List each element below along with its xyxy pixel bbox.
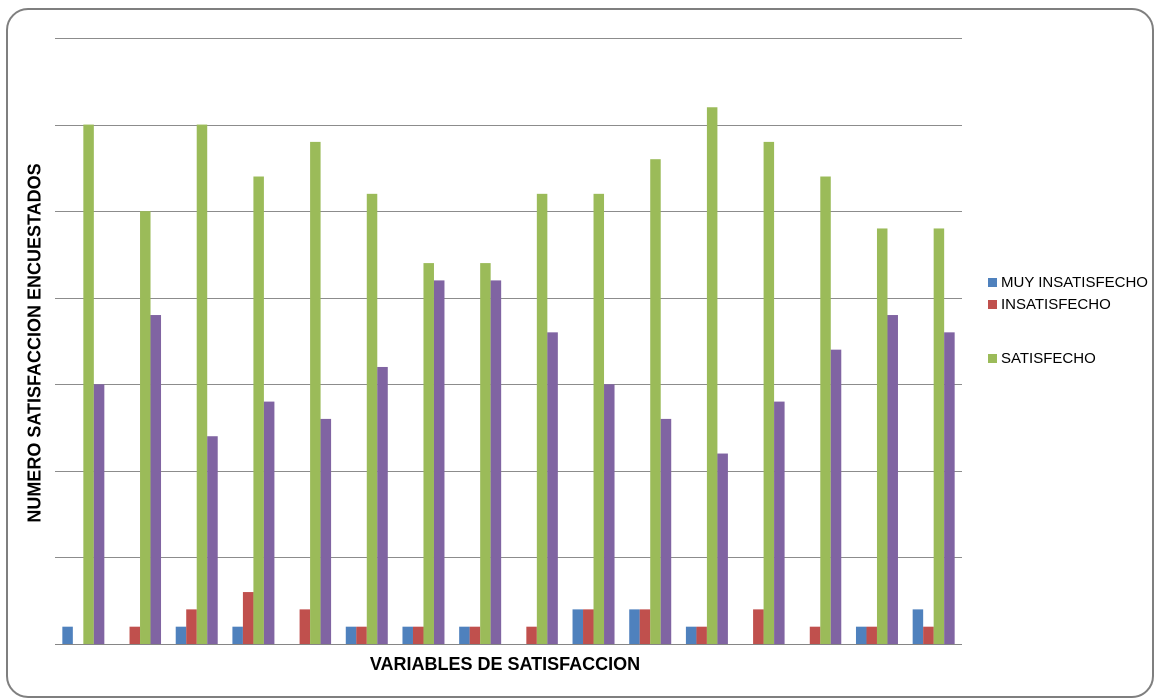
bar-series4-cat10: [604, 384, 615, 644]
chart-plot: [55, 38, 962, 645]
bar-series2-cat12: [696, 626, 707, 644]
bar-series1-cat7: [402, 626, 413, 644]
bar-series4-cat2: [150, 315, 162, 644]
bar-series1-cat3: [175, 626, 187, 644]
legend-swatch-insatisfecho: [988, 300, 997, 309]
bar-series1-cat11: [629, 609, 640, 644]
bar-series2-cat10: [583, 609, 594, 644]
bar-series2-cat6: [356, 626, 367, 644]
legend-swatch-satisfecho: [988, 354, 997, 363]
bar-series1-cat4: [232, 626, 243, 644]
bar-series3-cat2: [140, 211, 151, 644]
legend-label-muy-insatisfecho: MUY INSATISFECHO: [1001, 274, 1148, 291]
bar-series1-cat1: [62, 626, 73, 644]
bar-series4-cat14: [830, 349, 842, 644]
bar-series4-cat3: [207, 436, 218, 644]
bar-series3-cat11: [650, 159, 661, 644]
bar-series2-cat5: [299, 609, 311, 644]
bar-series1-cat16: [912, 609, 924, 644]
bar-series3-cat6: [366, 193, 378, 644]
bar-series4-cat1: [93, 384, 105, 644]
bar-series2-cat13: [753, 609, 764, 644]
bar-series4-cat11: [660, 418, 672, 644]
bar-series3-cat15: [876, 228, 888, 644]
bar-series1-cat8: [459, 626, 470, 644]
bar-series3-cat16: [933, 228, 945, 644]
bar-series3-cat9: [536, 193, 548, 644]
bar-series4-cat16: [944, 332, 955, 644]
bar-series4-cat6: [377, 366, 388, 644]
x-axis-label: VARIABLES DE SATISFACCION: [369, 654, 641, 674]
bar-series2-cat9: [526, 626, 537, 644]
y-axis-label: NUMERO SATISFACCION ENCUESTADOS: [24, 163, 45, 523]
bar-series2-cat4: [242, 592, 254, 644]
legend-label-satisfecho: SATISFECHO: [1001, 350, 1096, 367]
bar-series1-cat6: [345, 626, 357, 644]
bar-series2-cat8: [469, 626, 481, 644]
bar-series3-cat8: [480, 263, 491, 644]
bar-series3-cat10: [593, 193, 605, 644]
bar-series3-cat5: [310, 141, 321, 644]
legend-label-insatisfecho: INSATISFECHO: [1001, 296, 1111, 313]
bar-series2-cat11: [639, 609, 651, 644]
bar-series2-cat7: [412, 626, 424, 644]
bar-series3-cat3: [196, 124, 208, 644]
bar-series4-cat7: [433, 280, 445, 644]
bar-series3-cat4: [253, 176, 264, 644]
bar-series1-cat12: [685, 626, 697, 644]
bar-series2-cat16: [923, 626, 934, 644]
bar-series3-cat1: [83, 124, 94, 644]
bar-series3-cat7: [423, 263, 434, 644]
legend-swatch-muy-insatisfecho: [988, 278, 997, 287]
bar-series3-cat12: [706, 107, 718, 644]
bar-series2-cat2: [129, 626, 141, 644]
bar-series1-cat15: [855, 626, 867, 644]
bar-series4-cat13: [774, 401, 785, 644]
bar-series3-cat13: [763, 141, 775, 644]
bar-series4-cat5: [320, 418, 332, 644]
legend-item-muy-insatisfecho: MUY INSATISFECHO: [988, 272, 1148, 294]
bar-series2-cat14: [809, 626, 821, 644]
bar-series2-cat3: [186, 609, 197, 644]
bar-series4-cat9: [547, 332, 558, 644]
bar-series3-cat14: [820, 176, 831, 644]
bar-series4-cat12: [717, 453, 728, 644]
legend-item-satisfecho: SATISFECHO: [988, 348, 1148, 370]
bar-series4-cat15: [887, 315, 898, 644]
legend: MUY INSATISFECHO INSATISFECHO SATISFECHO: [988, 272, 1148, 370]
bar-series4-cat4: [263, 401, 275, 644]
legend-item-insatisfecho: INSATISFECHO: [988, 294, 1148, 316]
bar-series2-cat15: [866, 626, 877, 644]
bar-series4-cat8: [490, 280, 502, 644]
bar-series1-cat10: [572, 609, 584, 644]
